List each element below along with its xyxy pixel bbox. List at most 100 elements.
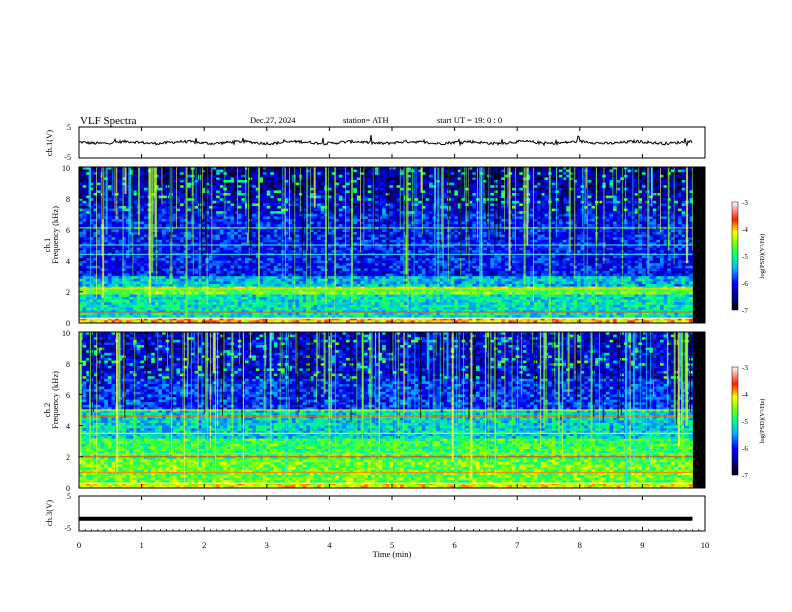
- spectrogram-cell: [180, 188, 184, 191]
- spectrogram-cell: [674, 175, 678, 178]
- spectrogram-cell: [144, 193, 148, 196]
- spectrogram-cell: [678, 224, 682, 227]
- spectrogram-cell: [545, 229, 549, 232]
- spectrogram-cell: [389, 222, 393, 225]
- spectrogram-cell: [591, 188, 595, 191]
- spectrogram-cell: [451, 183, 455, 186]
- spectrogram-cell: [259, 222, 263, 225]
- spectrogram-cell: [454, 198, 458, 201]
- spectrogram-cell: [252, 222, 256, 225]
- spectrogram-cell: [465, 222, 469, 225]
- spectrogram-cell: [126, 240, 130, 243]
- spectrogram-cell: [209, 232, 213, 235]
- spectrogram-cell: [216, 190, 220, 193]
- spectrogram-cell: [382, 222, 386, 225]
- spectrogram-cell: [213, 196, 217, 199]
- spectrogram-cell: [346, 222, 350, 225]
- spectrogram-cell: [216, 177, 220, 180]
- spectrogram-cell: [591, 209, 595, 212]
- spectrogram-cell: [259, 172, 263, 175]
- spectrogram-cell: [162, 219, 166, 222]
- spectrogram-cell: [483, 235, 487, 238]
- spectrogram-cell: [227, 180, 231, 183]
- spectrogram-cell: [270, 180, 274, 183]
- spectrogram-cell: [545, 185, 549, 188]
- spectrogram-cell: [505, 188, 509, 191]
- spectrogram-cell: [263, 172, 267, 175]
- spectrogram-cell: [368, 232, 372, 235]
- spectrogram-cell: [86, 240, 90, 243]
- spectrogram-cell: [606, 224, 610, 227]
- spectrogram-cell: [628, 237, 632, 240]
- spectrogram-cell: [519, 175, 523, 178]
- spectrogram-cell: [653, 196, 657, 199]
- spectrogram-cell: [490, 198, 494, 201]
- vlf-figure: VLF Spectra Dec.27, 2024 station= ATH st…: [0, 0, 792, 612]
- spectrogram-cell: [176, 216, 180, 219]
- spectrogram-cell: [552, 206, 556, 209]
- spectrogram-cell: [415, 222, 419, 225]
- spectrogram-cell: [267, 180, 271, 183]
- spectrogram-cell: [505, 235, 509, 238]
- spectrogram-cell: [267, 175, 271, 178]
- spectrogram-cell: [213, 198, 217, 201]
- spectrogram-cell: [490, 232, 494, 235]
- spectrogram-cell: [552, 196, 556, 199]
- spectrogram-cell: [263, 232, 267, 235]
- spectrogram-cell: [270, 216, 274, 219]
- spectrogram-cell: [332, 229, 336, 232]
- spectrogram-cell: [555, 188, 559, 191]
- spectrogram-cell: [617, 203, 621, 206]
- spectrogram-cell: [252, 240, 256, 243]
- spectrogram-cell: [382, 180, 386, 183]
- spectrogram-cell: [606, 219, 610, 222]
- spectrogram-cell: [252, 224, 256, 227]
- spectrogram-cell: [288, 172, 292, 175]
- spectrogram-cell: [393, 240, 397, 243]
- spectrogram-cell: [505, 203, 509, 206]
- spectrogram-cell: [133, 172, 137, 175]
- spectrogram-cell: [133, 224, 137, 227]
- spectrogram-cell: [451, 180, 455, 183]
- spectrogram-cell: [231, 190, 235, 193]
- spectrogram-cell: [642, 232, 646, 235]
- ch1-spectrogram-image: [79, 167, 693, 323]
- spectrogram-cell: [321, 175, 325, 178]
- spectrogram-cell: [321, 206, 325, 209]
- spectrogram-cell: [119, 229, 123, 232]
- spectrogram-cell: [111, 222, 115, 225]
- spectrogram-cell: [231, 170, 235, 173]
- spectrogram-cell: [382, 229, 386, 232]
- spectrogram-cell: [545, 183, 549, 186]
- spectrogram-cell: [375, 240, 379, 243]
- spectrogram-cell: [462, 211, 466, 214]
- spectrogram-cell: [472, 229, 476, 232]
- spectrogram-cell: [465, 211, 469, 214]
- spectrogram-cell: [317, 235, 321, 238]
- spectrogram-cell: [162, 185, 166, 188]
- spectrogram-cell: [277, 203, 281, 206]
- spectrogram-cell: [79, 170, 83, 173]
- spectrogram-cell: [559, 196, 563, 199]
- spectrogram-cell: [238, 198, 242, 201]
- spectrogram-cell: [368, 196, 372, 199]
- spectrogram-cell: [552, 177, 556, 180]
- spectrogram-cell: [588, 193, 592, 196]
- spectrogram-cell: [516, 175, 520, 178]
- spectrogram-cell: [577, 222, 581, 225]
- spectrogram-cell: [425, 175, 429, 178]
- spectrogram-cell: [115, 222, 119, 225]
- spectrogram-cell: [682, 201, 686, 204]
- spectrogram-cell: [674, 185, 678, 188]
- spectrogram-cell: [682, 203, 686, 206]
- spectrogram-cell: [534, 203, 538, 206]
- spectrogram-cell: [346, 175, 350, 178]
- spectrogram-cell: [631, 232, 635, 235]
- spectrogram-cell: [241, 193, 245, 196]
- spectrogram-cell: [140, 237, 144, 240]
- spectrogram-cell: [259, 188, 263, 191]
- spectrogram-cell: [443, 185, 447, 188]
- spectrogram-cell: [674, 180, 678, 183]
- spectrogram-cell: [624, 224, 628, 227]
- spectrogram-cell: [591, 216, 595, 219]
